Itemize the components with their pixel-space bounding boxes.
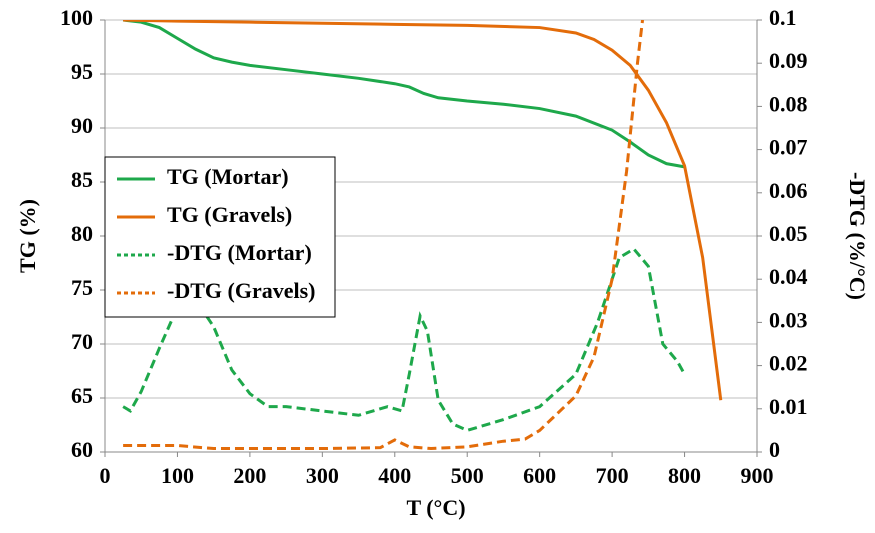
legend-label: -DTG (Mortar)	[167, 240, 312, 265]
y2-tick-label: 0.07	[769, 135, 808, 160]
y2-tick-label: 0.06	[769, 178, 808, 203]
y-tick-label: 65	[71, 383, 93, 408]
series-line	[123, 20, 723, 401]
legend-label: TG (Gravels)	[167, 202, 292, 227]
y-tick-label: 60	[71, 437, 93, 462]
y2-axis-label: -DTG (%/°C)	[845, 172, 870, 300]
x-tick-label: 400	[378, 463, 411, 488]
y-tick-label: 80	[71, 221, 93, 246]
y-tick-label: 90	[71, 113, 93, 138]
y-tick-label: 100	[60, 5, 93, 30]
y-tick-label: 95	[71, 59, 93, 84]
legend-label: TG (Mortar)	[167, 164, 289, 189]
x-axis-label: T (°C)	[406, 495, 465, 520]
x-tick-label: 100	[161, 463, 194, 488]
x-tick-label: 300	[306, 463, 339, 488]
y2-tick-label: 0.04	[769, 264, 808, 289]
y2-tick-label: 0.01	[769, 394, 808, 419]
y2-tick-label: 0.08	[769, 91, 808, 116]
y2-tick-label: 0.1	[769, 5, 797, 30]
x-tick-label: 500	[451, 463, 484, 488]
y2-tick-label: 0.02	[769, 351, 808, 376]
y-axis-label: TG (%)	[15, 199, 40, 273]
x-tick-label: 600	[523, 463, 556, 488]
y2-tick-label: 0.09	[769, 48, 808, 73]
legend-label: -DTG (Gravels)	[167, 278, 315, 303]
x-tick-label: 0	[100, 463, 111, 488]
y-tick-label: 70	[71, 329, 93, 354]
y-tick-label: 85	[71, 167, 93, 192]
y-tick-label: 75	[71, 275, 93, 300]
y2-tick-label: 0.03	[769, 307, 808, 332]
series-line	[123, 20, 645, 451]
y2-tick-label: 0	[769, 437, 780, 462]
x-tick-label: 700	[596, 463, 629, 488]
x-tick-label: 200	[233, 463, 266, 488]
x-tick-label: 900	[741, 463, 774, 488]
legend-box	[104, 156, 336, 318]
x-tick-label: 800	[668, 463, 701, 488]
series-line	[122, 20, 685, 169]
y2-tick-label: 0.05	[769, 221, 808, 246]
